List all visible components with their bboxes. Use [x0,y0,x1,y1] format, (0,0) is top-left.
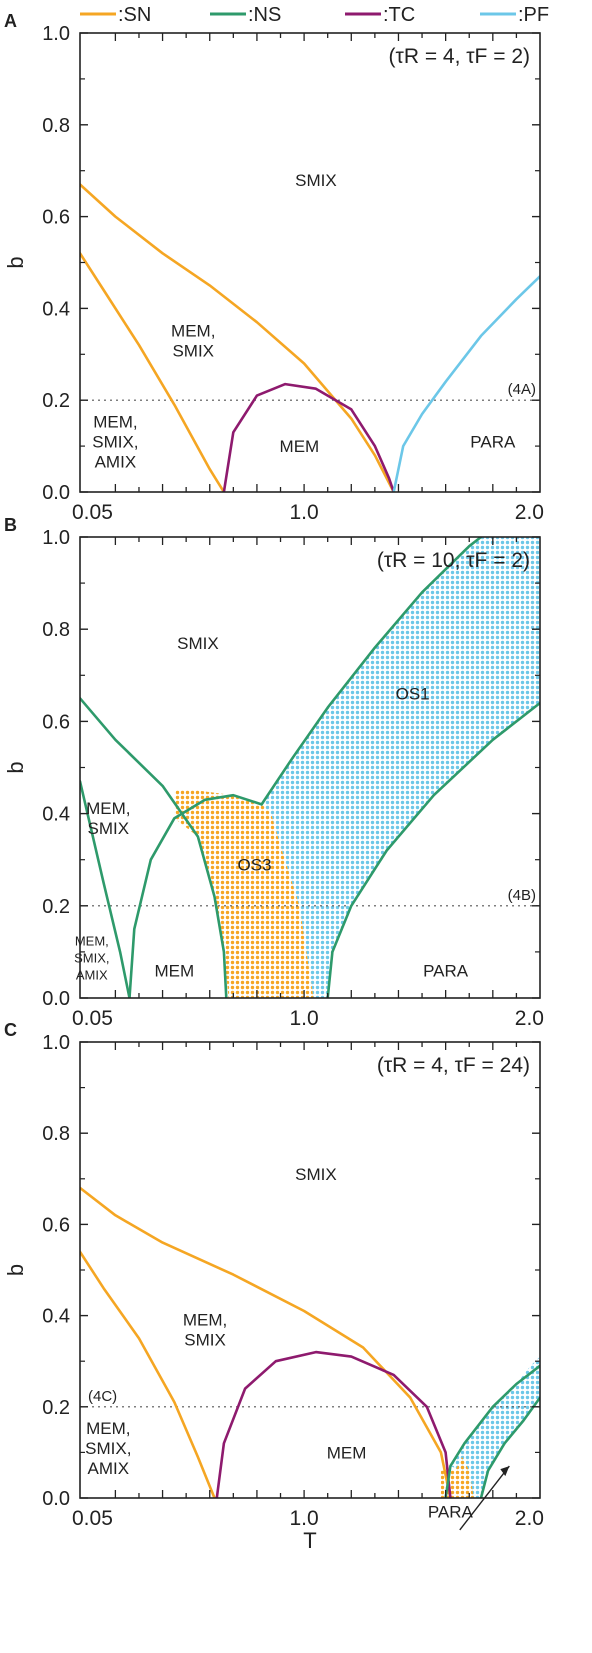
region-label: OS1 [396,685,430,704]
panel-letter: B [4,515,17,535]
x-tick-label: 0.05 [72,501,113,524]
panel-b: (4B) 0.0 0.2 0.4 0.6 0.8 1.0 0.05 1.0 2.0 b B (τR = … [3,515,544,1030]
region-label: PARA [470,433,516,452]
boundary-ns-line [326,701,540,998]
x-tick-label: 1.0 [290,1507,319,1530]
panel-letter: C [4,1020,17,1040]
boundary-ns-line [80,780,131,998]
region-label: OS3 [238,855,272,874]
boundary-ns-line [128,793,263,998]
y-axis-label: b [3,1264,28,1276]
reference-line-label: (4C) [88,1388,117,1405]
panel-c: (4C) 0.0 0.2 0.4 0.6 0.8 1.0 0.05 1.0 2.0 b T C (τR =… [3,1020,544,1553]
region-label: MEM, SMIX [183,1310,227,1349]
y-tick-label: 0.8 [42,619,70,641]
legend-label: :TC [383,4,415,26]
boundary-tc-line [215,1350,452,1498]
y-tick-label: 0.2 [42,1397,70,1419]
y-tick-label: 0.8 [42,115,70,137]
region-label: PARA [423,961,469,980]
y-tick-label: 0.2 [42,390,70,412]
reference-line-label: (4B) [508,887,536,904]
region-label: MEM, SMIX, AMIX [74,934,109,983]
boundary-ns-line [80,697,228,998]
reference-line-label: (4A) [508,381,536,398]
x-tick-label: 2.0 [515,1007,544,1030]
region-label: MEM [280,437,320,456]
plot-frame [79,1041,541,1499]
x-tick-label: 1.0 [290,501,319,524]
para-arrow [459,1465,510,1531]
y-tick-label: 1.0 [42,1032,70,1054]
y-tick-label: 0.8 [42,1123,70,1145]
boundary-ns-line [479,1396,540,1498]
parameter-label: (τR = 4, τF = 24) [377,1054,530,1077]
region-label: MEM [327,1443,367,1462]
region-label: MEM, SMIX, AMIX [92,413,138,472]
region-label: PARA [428,1503,474,1522]
y-tick-label: 0.0 [42,482,70,504]
boundary-sn-line [80,252,226,492]
x-tick-label: 1.0 [290,1007,319,1030]
legend-label: :NS [248,4,281,26]
panel-a: (4A) 0.0 0.2 0.4 0.6 0.8 1.0 0.05 1.0 2.0 b A (τR = … [3,11,544,524]
y-tick-label: 0.0 [42,988,70,1010]
y-tick-label: 0.6 [42,1214,70,1236]
dotted-region-os1 [261,537,540,998]
legend-label: :SN [118,4,151,26]
plot-frame [79,32,541,493]
y-tick-label: 0.6 [42,207,70,229]
region-label: SMIX [177,634,219,653]
boundary-sn-line [80,183,395,492]
para-arrow-head [500,1466,510,1477]
y-tick-label: 1.0 [42,23,70,45]
y-axis-label: b [3,761,28,773]
region-label: MEM [155,961,195,980]
y-tick-label: 0.6 [42,711,70,733]
region-label: SMIX [295,1165,337,1184]
y-tick-label: 0.4 [42,298,70,320]
region-label: MEM, SMIX [86,799,130,838]
x-tick-label: 2.0 [515,501,544,524]
x-tick-label: 0.05 [72,1507,113,1530]
panel-letter: A [4,11,17,31]
x-tick-label: 2.0 [515,1507,544,1530]
region-label: MEM, SMIX, AMIX [85,1419,131,1478]
y-tick-label: 0.4 [42,1306,70,1328]
parameter-label: (τR = 4, τF = 2) [389,45,530,68]
boundary-ns-line [444,1364,540,1498]
region-label: MEM, SMIX [171,322,215,361]
legend: :SN :NS :TC :PF [80,4,549,26]
legend-label: :PF [518,4,549,26]
boundary-tc-line [222,382,395,492]
dotted-region-os3 [174,790,314,998]
y-tick-label: 1.0 [42,527,70,549]
y-tick-label: 0.0 [42,1488,70,1510]
boundary-ns-line [260,537,483,806]
y-tick-label: 0.2 [42,896,70,918]
region-label: SMIX [295,171,337,190]
dotted-region-os [450,1356,540,1498]
boundary-pf-line [392,275,540,492]
y-axis-label: b [3,256,28,268]
y-tick-label: 0.4 [42,804,70,826]
panels: (4A)0.00.20.40.60.81.00.05 1.0 2.0bA(τR = … [3,11,544,1553]
x-tick-label: 0.05 [72,1007,113,1030]
parameter-label: (τR = 10, τF = 2) [377,549,530,572]
x-axis-label: T [303,1528,316,1553]
boundary-sn-line [80,1250,216,1498]
boundary-sn-line [80,1186,452,1498]
